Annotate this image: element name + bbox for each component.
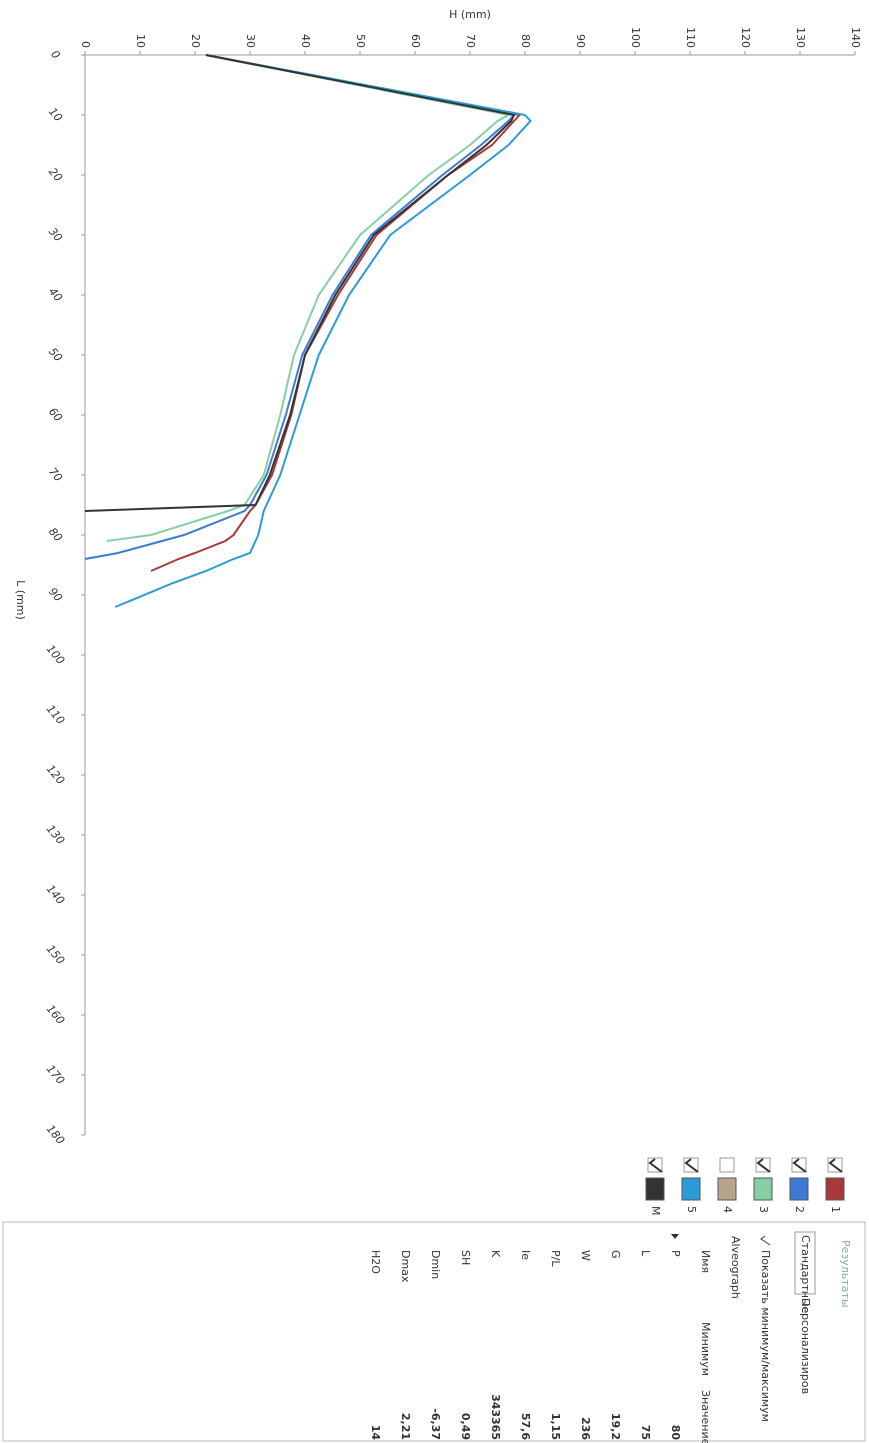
legend-check[interactable] — [792, 1158, 807, 1173]
legend-label: 1 — [829, 1206, 842, 1213]
subtab[interactable]: Персонализиров — [799, 1298, 812, 1394]
row-value: 75 — [639, 1425, 652, 1440]
y-tick-label: 0 — [79, 41, 92, 48]
row-value: 14 — [369, 1425, 382, 1441]
y-tick-label: 50 — [354, 34, 367, 48]
y-tick-label: 140 — [849, 27, 862, 48]
column-header: Имя — [699, 1250, 712, 1273]
x-tick-label: 140 — [44, 882, 67, 906]
legend-check[interactable] — [828, 1158, 843, 1173]
x-tick-label: 80 — [46, 525, 65, 544]
y-tick-label: 20 — [189, 34, 202, 48]
y-tick-label: 10 — [134, 34, 147, 48]
row-name: Dmax — [399, 1250, 412, 1283]
x-axis-title: L (mm) — [14, 580, 27, 620]
row-name: Dmin — [429, 1250, 442, 1279]
legend-swatch — [753, 1177, 773, 1201]
x-tick-label: 150 — [44, 942, 67, 966]
row-value: 343365 — [489, 1394, 502, 1440]
row-name: W — [579, 1250, 592, 1261]
y-tick-label: 30 — [244, 34, 257, 48]
row-value: -6,37 — [429, 1408, 442, 1440]
x-tick-label: 170 — [44, 1062, 67, 1086]
row-value: 236 — [579, 1417, 592, 1440]
group-label: Alveograph — [729, 1236, 742, 1299]
row-name: G — [609, 1250, 622, 1259]
x-tick-label: 10 — [46, 105, 65, 124]
legend-label: 2 — [793, 1206, 806, 1213]
row-name: P/L — [549, 1250, 562, 1267]
legend-label: 5 — [685, 1206, 698, 1213]
series-line — [84, 54, 516, 560]
row-name: Ie — [519, 1250, 532, 1260]
legend-label: M — [649, 1206, 662, 1216]
y-tick-label: 60 — [409, 34, 422, 48]
results-tab[interactable]: Результаты — [839, 1240, 852, 1308]
column-header: Минимум — [699, 1322, 712, 1376]
row-value: 2,21 — [399, 1413, 412, 1440]
row-value: 19,2 — [609, 1413, 622, 1440]
legend-swatch — [681, 1177, 701, 1201]
x-tick-label: 110 — [44, 702, 67, 726]
x-tick-label: 90 — [46, 585, 65, 604]
row-value: 1,15 — [549, 1413, 562, 1440]
results-panel — [2, 1221, 866, 1442]
series-line — [150, 54, 522, 572]
y-axis-title: H (mm) — [449, 8, 491, 21]
legend-swatch — [717, 1177, 737, 1201]
y-tick-label: 80 — [519, 34, 532, 48]
x-tick-label: 40 — [46, 285, 65, 304]
x-tick-label: 130 — [44, 822, 67, 846]
series-line — [106, 54, 512, 542]
show-minmax[interactable]: Показать минимум/максимум — [759, 1250, 772, 1422]
legend-swatch — [645, 1177, 665, 1201]
row-name: L — [639, 1250, 652, 1257]
x-tick-label: 60 — [46, 405, 65, 424]
x-tick-label: 20 — [46, 165, 65, 184]
series-line — [114, 54, 532, 608]
row-name: P — [669, 1250, 682, 1257]
legend-label: 4 — [721, 1206, 734, 1213]
row-value: 80 — [669, 1425, 682, 1441]
y-tick-label: 70 — [464, 34, 477, 48]
row-value: 0,49 — [459, 1413, 472, 1440]
x-tick-label: 30 — [46, 225, 65, 244]
y-tick-label: 90 — [574, 34, 587, 48]
y-tick-label: 100 — [629, 27, 642, 48]
tab-box — [794, 1231, 816, 1295]
legend-check[interactable] — [756, 1158, 771, 1173]
subtab[interactable]: Стандартные — [799, 1235, 812, 1314]
row-value: 57,6 — [519, 1413, 532, 1440]
legend-checkbox[interactable] — [719, 1157, 735, 1173]
y-tick-label: 40 — [299, 34, 312, 48]
y-tick-label: 110 — [684, 27, 697, 48]
row-name: K — [489, 1250, 502, 1258]
legend-swatch — [825, 1177, 845, 1201]
row-name: H2O — [369, 1250, 382, 1274]
x-tick-label: 50 — [46, 345, 65, 364]
checkmark[interactable] — [760, 1235, 771, 1246]
column-header: Значение — [699, 1390, 712, 1443]
x-tick-label: 120 — [44, 762, 67, 786]
row-name: SH — [459, 1250, 472, 1265]
row-pointer — [671, 1234, 679, 1239]
x-tick-label: 0 — [48, 48, 62, 62]
y-tick-label: 130 — [794, 27, 807, 48]
x-tick-label: 160 — [44, 1002, 67, 1026]
legend-swatch — [789, 1177, 809, 1201]
y-tick-label: 120 — [739, 27, 752, 48]
x-tick-label: 180 — [44, 1122, 67, 1146]
x-tick-label: 100 — [44, 642, 67, 666]
x-tick-label: 70 — [46, 465, 65, 484]
legend-label: 3 — [757, 1206, 770, 1213]
legend-check[interactable] — [648, 1158, 663, 1173]
series-line — [84, 54, 516, 512]
legend-check[interactable] — [684, 1158, 699, 1173]
